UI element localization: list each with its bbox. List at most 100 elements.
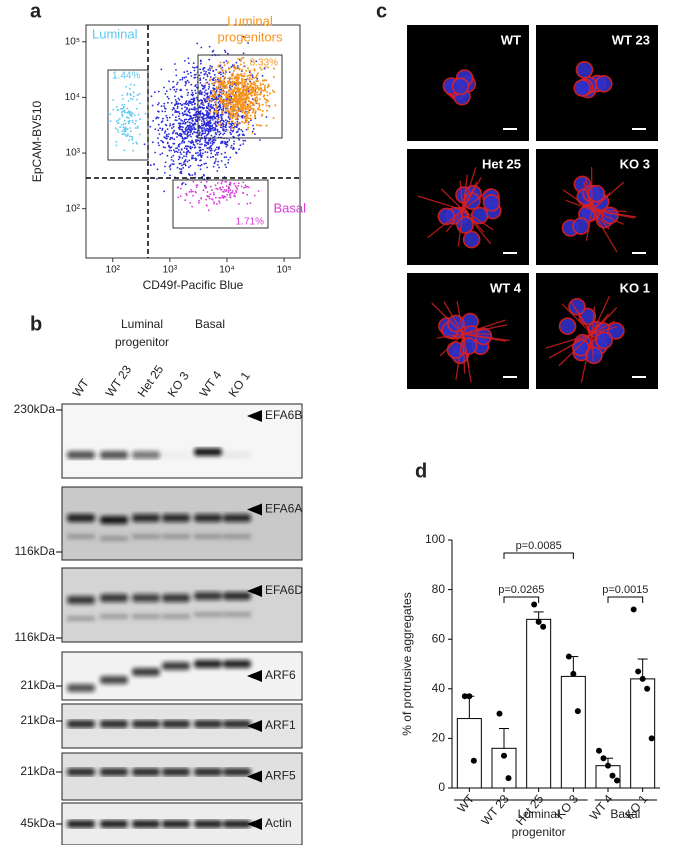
event-dot — [226, 193, 229, 196]
event-dot — [202, 112, 205, 115]
event-dot — [187, 73, 190, 75]
event-dot — [230, 112, 232, 115]
marker-label: 21kDa — [20, 713, 55, 727]
band — [223, 720, 251, 728]
protrusion — [591, 209, 624, 225]
event-dot — [272, 67, 275, 70]
event-dot — [263, 79, 266, 82]
event-dot — [274, 104, 277, 107]
event-dot — [238, 68, 241, 70]
event-dot — [129, 87, 131, 90]
event-dot — [138, 92, 141, 95]
event-dot — [184, 163, 187, 166]
event-dot — [235, 90, 238, 93]
event-dot — [246, 88, 249, 91]
band — [194, 720, 222, 728]
event-dot — [231, 130, 234, 133]
event-dot — [228, 120, 231, 123]
event-dot — [183, 110, 186, 113]
event-dot — [195, 119, 198, 121]
event-dot — [227, 159, 230, 161]
event-dot — [124, 127, 126, 130]
event-dot — [193, 97, 196, 100]
event-dot — [234, 125, 237, 128]
panel-label: c — [376, 0, 387, 22]
event-dot — [267, 66, 269, 69]
event-dot — [160, 139, 163, 142]
event-dot — [208, 83, 210, 85]
event-dot — [191, 174, 194, 177]
event-dot — [206, 119, 209, 122]
event-dot — [245, 107, 248, 110]
band — [100, 720, 128, 728]
event-dot — [261, 79, 264, 82]
event-dot — [201, 132, 204, 135]
cell — [607, 322, 625, 340]
event-dot — [240, 73, 243, 75]
event-dot — [161, 140, 164, 143]
event-dot — [227, 122, 230, 125]
event-dot — [166, 154, 169, 157]
event-dot — [188, 140, 190, 143]
event-dot — [187, 104, 190, 107]
event-dot — [164, 93, 167, 95]
event-dot — [163, 132, 166, 134]
event-dot — [200, 93, 203, 96]
event-dot — [161, 129, 164, 132]
event-dot — [187, 150, 190, 153]
protrusion — [455, 333, 464, 380]
event-dot — [220, 125, 223, 128]
band — [223, 592, 251, 600]
event-dot — [259, 87, 262, 90]
bar — [595, 765, 621, 789]
event-dot — [223, 100, 226, 102]
event-dot — [204, 187, 207, 190]
event-dot — [214, 80, 217, 82]
event-dot — [195, 191, 198, 194]
event-dot — [212, 79, 215, 82]
event-dot — [242, 94, 245, 97]
event-dot — [219, 106, 222, 109]
event-dot — [185, 192, 188, 195]
event-dot — [159, 153, 162, 156]
event-dot — [239, 103, 242, 106]
y-tick-label: 40 — [432, 681, 446, 695]
event-dot — [186, 121, 189, 123]
event-dot — [236, 107, 239, 109]
protrusion — [545, 333, 593, 349]
event-dot — [208, 79, 211, 82]
event-dot — [209, 126, 211, 129]
event-dot — [202, 173, 205, 176]
gate — [197, 54, 283, 139]
group-label: Basal — [195, 317, 225, 331]
event-dot — [216, 78, 219, 81]
event-dot — [115, 144, 118, 147]
event-dot — [205, 89, 207, 91]
event-dot — [206, 81, 209, 84]
event-dot — [222, 133, 225, 136]
event-dot — [229, 193, 232, 195]
event-dot — [178, 115, 180, 118]
protrusion — [462, 188, 491, 211]
event-dot — [176, 166, 179, 169]
event-dot — [200, 143, 203, 146]
event-dot — [203, 73, 206, 76]
event-dot — [228, 100, 231, 103]
event-dot — [249, 74, 252, 77]
band — [67, 820, 95, 828]
event-dot — [256, 74, 259, 77]
event-dot — [165, 114, 168, 117]
event-dot — [263, 67, 266, 70]
event-dot — [203, 94, 206, 97]
event-dot — [123, 103, 126, 106]
event-dot — [260, 114, 263, 117]
event-dot — [202, 115, 205, 118]
event-dot — [182, 122, 185, 125]
event-dot — [194, 157, 197, 160]
event-dot — [221, 112, 224, 115]
event-dot — [212, 104, 215, 107]
event-dot — [173, 149, 175, 152]
event-dot — [195, 186, 198, 189]
event-dot — [127, 133, 129, 136]
event-dot — [150, 95, 153, 98]
